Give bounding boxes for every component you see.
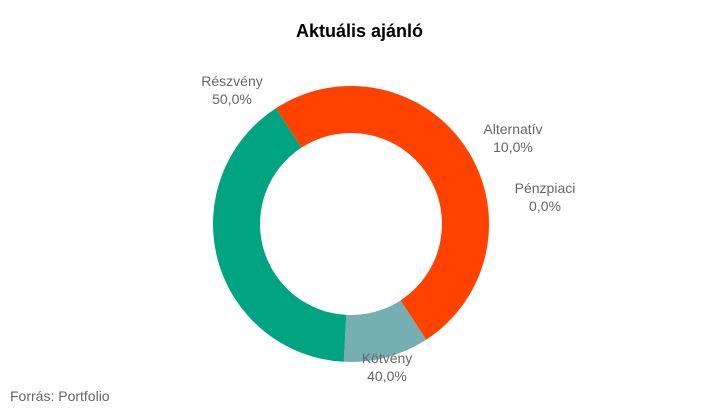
donut-slices [212, 85, 489, 362]
slice-label-alternativ: Alternatív 10,0% [483, 121, 542, 155]
slice-labels: Részvény 50,0% Alternatív 10,0% Pénzpiaci 0,0… [201, 73, 575, 384]
slice-label-kotveny: Kötvény 40,0% [362, 350, 413, 384]
slice-category-penzpiaci: Pénzpiaci [515, 180, 576, 196]
source-note: Forrás: Portfolio [10, 388, 110, 404]
slice-kotveny [212, 108, 347, 362]
slice-value-kotveny: 40,0% [367, 368, 407, 384]
slice-alternativ [343, 300, 427, 362]
slice-label-penzpiaci: Pénzpiaci 0,0% [515, 180, 576, 214]
slice-value-reszveny: 50,0% [212, 91, 252, 107]
slice-label-reszveny: Részvény 50,0% [201, 73, 262, 107]
slice-reszveny [275, 85, 489, 340]
slice-value-alternativ: 10,0% [493, 139, 533, 155]
slice-category-kotveny: Kötvény [362, 350, 413, 366]
slice-value-penzpiaci: 0,0% [529, 198, 561, 214]
chart-title: Aktuális ajánló [295, 21, 424, 41]
slice-category-alternativ: Alternatív [483, 121, 542, 137]
slice-category-reszveny: Részvény [201, 73, 262, 89]
